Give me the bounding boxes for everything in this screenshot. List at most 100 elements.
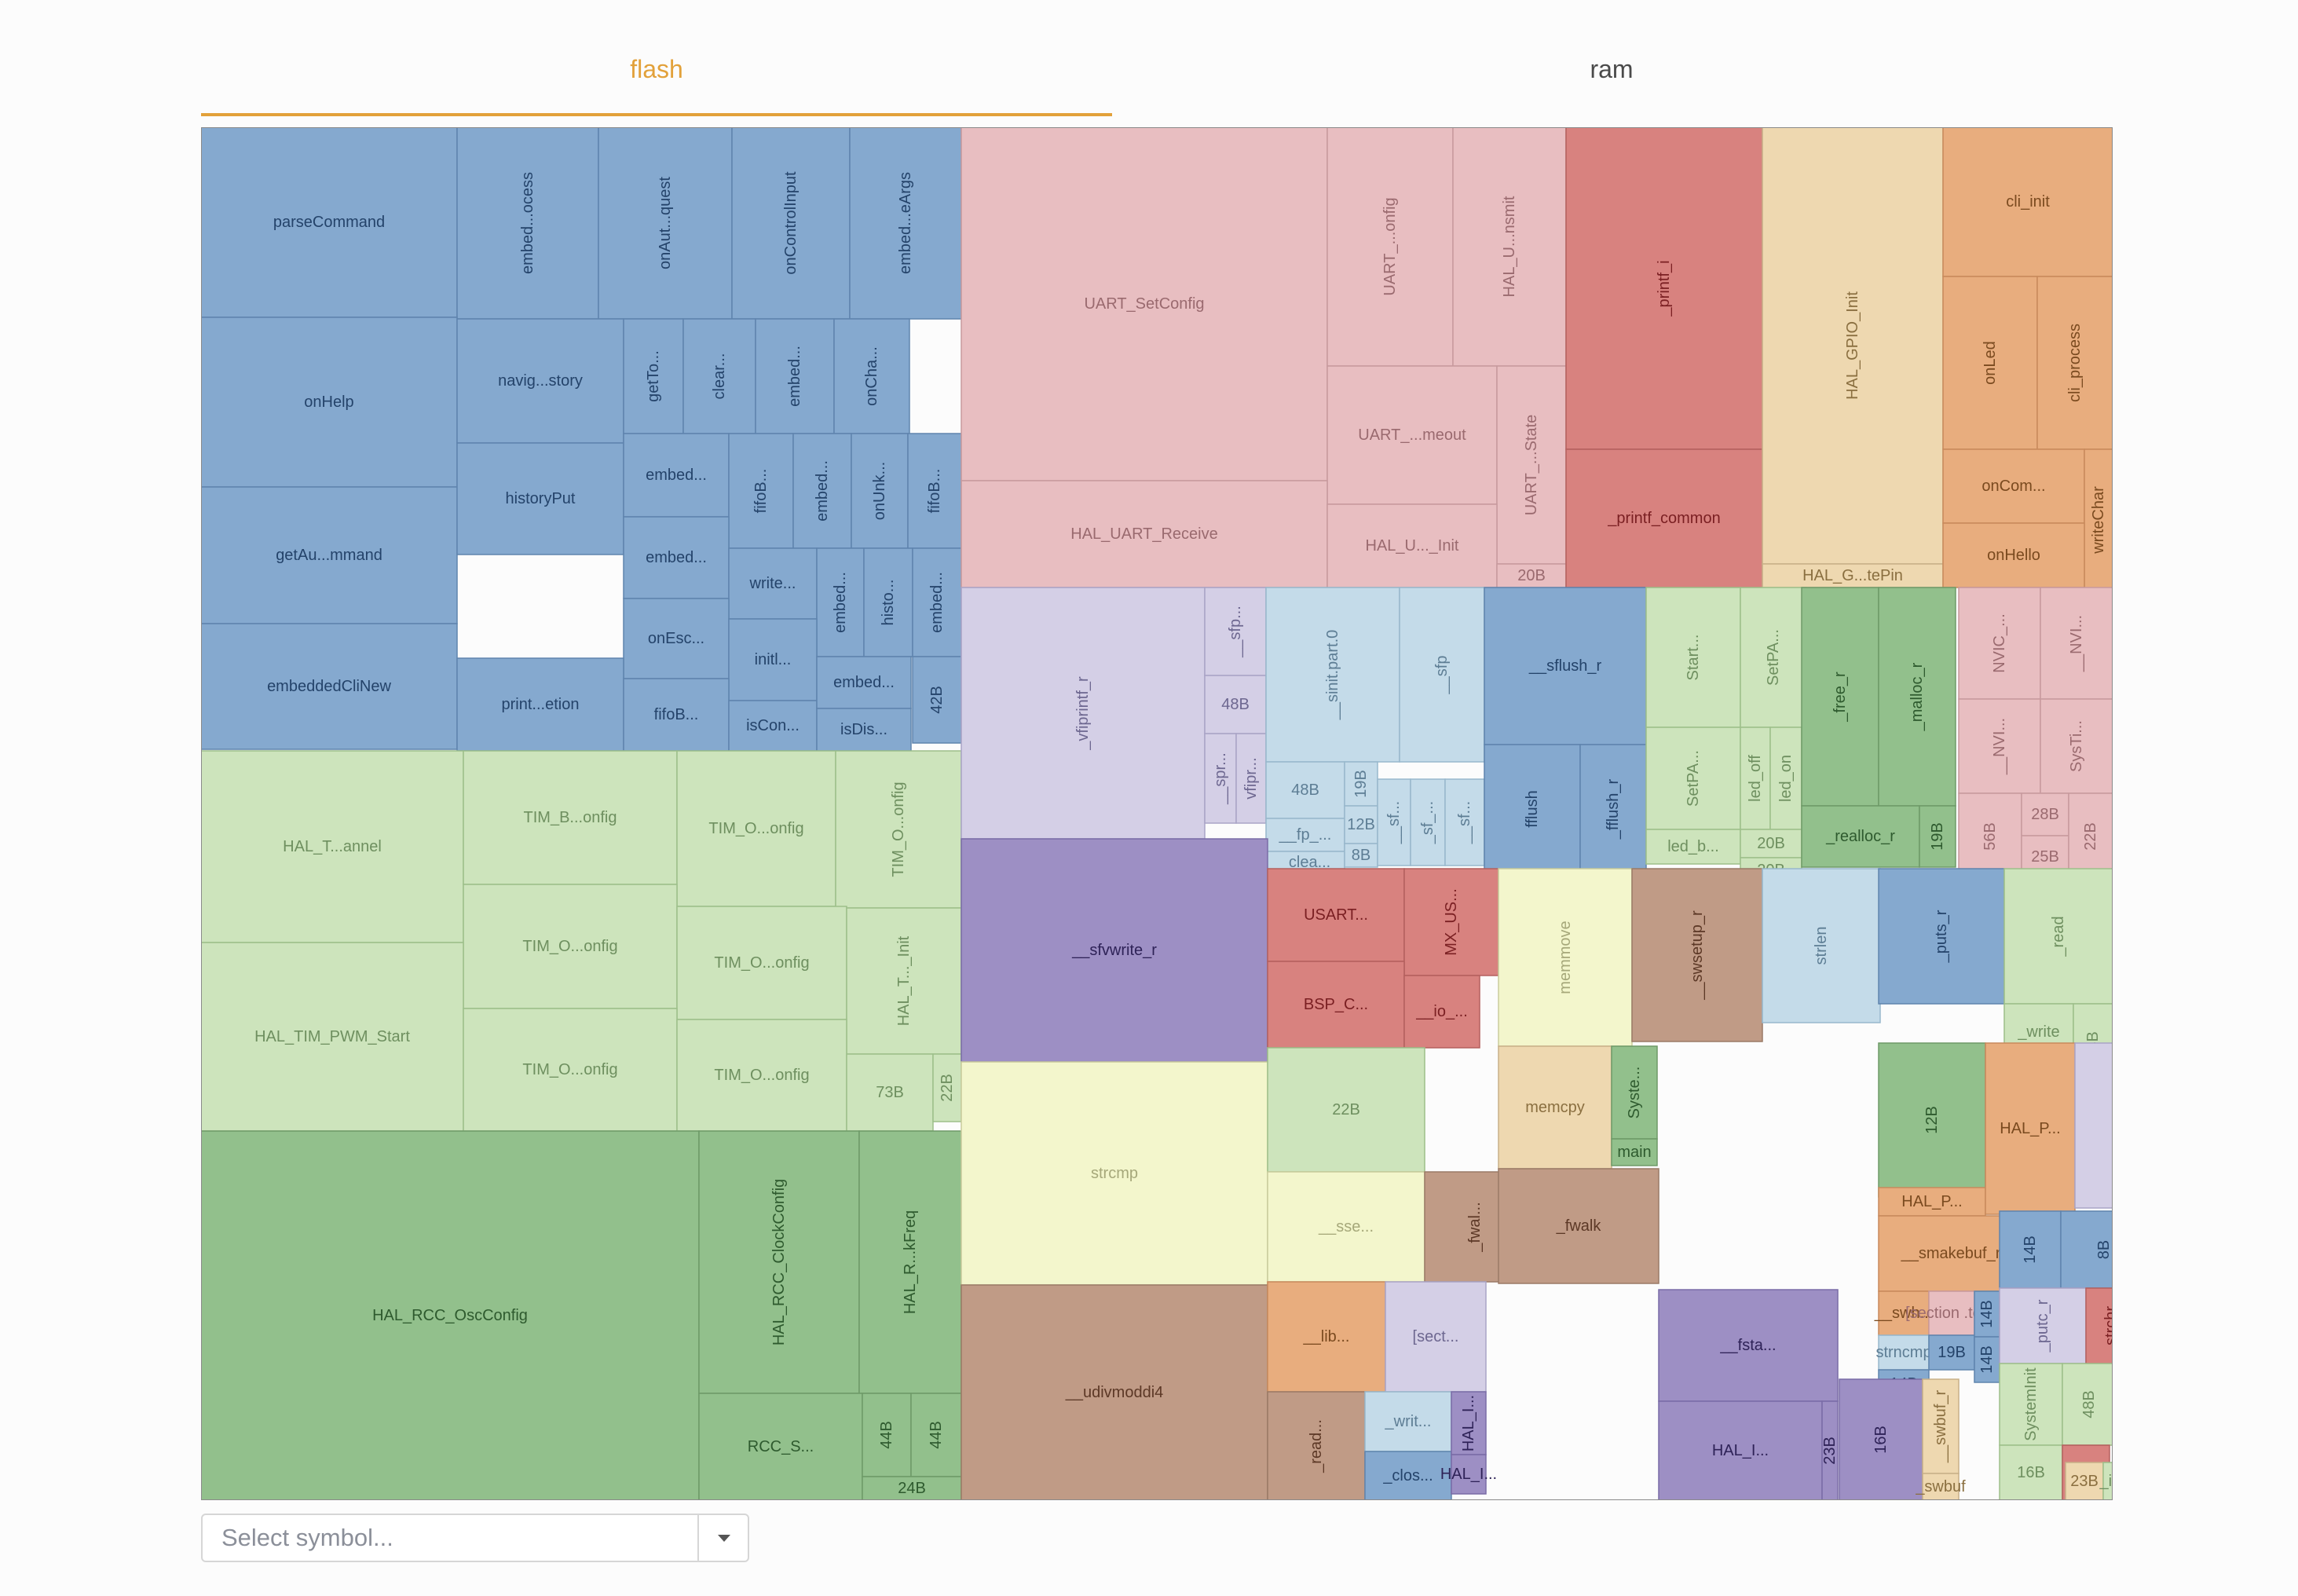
treemap-cell[interactable]: cli_init [1942, 127, 2113, 277]
treemap-cell[interactable]: USART... [1267, 868, 1405, 962]
treemap-rect[interactable] [1762, 868, 1881, 1023]
treemap-cell[interactable]: 14B [1974, 1290, 2000, 1338]
treemap-rect[interactable] [2036, 276, 2113, 450]
treemap-cell[interactable]: __sinit.part.0 [1265, 587, 1400, 763]
treemap-rect[interactable] [1999, 1210, 2062, 1289]
treemap-rect[interactable] [2102, 1462, 2113, 1500]
treemap-rect[interactable] [1498, 868, 1633, 1047]
treemap-cell[interactable]: 28B [2021, 793, 2069, 836]
treemap-cell[interactable]: __swsetup_r [1631, 868, 1763, 1042]
treemap-rect[interactable] [849, 127, 962, 320]
treemap-cell[interactable]: onUnk... [851, 433, 909, 549]
treemap-cell[interactable]: 23B [1821, 1400, 1839, 1500]
treemap-cell[interactable]: led_b... [1645, 829, 1741, 865]
treemap-cell[interactable]: strchr [2085, 1287, 2113, 1364]
treemap-rect[interactable] [1878, 1042, 1986, 1198]
treemap-cell[interactable]: onCha... [833, 318, 910, 434]
treemap-cell[interactable]: _read [2003, 868, 2113, 1005]
treemap-cell[interactable]: __fsta... [1658, 1289, 1839, 1402]
treemap-rect[interactable] [1878, 1187, 1986, 1217]
treemap-cell[interactable]: __spr... [1204, 733, 1237, 824]
treemap-cell[interactable]: 73B [846, 1053, 934, 1132]
treemap-cell[interactable]: memset [2074, 1042, 2113, 1209]
treemap-rect[interactable] [456, 657, 624, 752]
treemap-cell[interactable]: write... [728, 547, 818, 620]
treemap-rect[interactable] [932, 1053, 962, 1122]
treemap-rect[interactable] [1204, 675, 1267, 734]
treemap-cell[interactable]: HAL_U...nsmit [1452, 127, 1567, 367]
treemap-cell[interactable]: __fp_... [1265, 818, 1345, 852]
treemap-cell[interactable]: TIM_O...onfig [835, 750, 962, 909]
treemap-cell[interactable]: HAL_GPIO_Init [1762, 127, 1944, 565]
treemap-cell[interactable]: onHello [1942, 522, 2085, 588]
treemap-cell[interactable]: 56B [1958, 793, 2022, 880]
treemap-cell[interactable]: _fflush_r [1579, 744, 1647, 874]
treemap-cell[interactable]: 22B [932, 1053, 962, 1122]
treemap-rect[interactable] [2065, 1462, 2104, 1500]
treemap-rect[interactable] [1399, 587, 1485, 763]
treemap-cell[interactable]: _printf_common [1565, 448, 1763, 588]
treemap-cell[interactable]: histo... [863, 547, 913, 657]
treemap-rect[interactable] [1658, 1289, 1839, 1402]
treemap-rect[interactable] [1385, 1281, 1487, 1393]
treemap-rect[interactable] [1484, 744, 1581, 874]
treemap-cell[interactable]: 44B [910, 1393, 962, 1477]
treemap-rect[interactable] [1452, 127, 1567, 367]
treemap-cell[interactable]: memcpy [1498, 1045, 1612, 1170]
treemap-cell[interactable]: __sfvwrite_r [961, 838, 1268, 1063]
treemap-cell[interactable]: 19B [1928, 1334, 1975, 1371]
treemap-rect[interactable] [1645, 727, 1741, 830]
treemap-rect[interactable] [1801, 805, 1920, 868]
treemap-rect[interactable] [835, 750, 962, 909]
treemap-cell[interactable]: __sflush_r [1484, 587, 1647, 745]
treemap-rect[interactable] [816, 656, 912, 709]
treemap-cell[interactable]: UART_...onfig [1326, 127, 1454, 367]
treemap-cell[interactable]: Syste... [1611, 1045, 1658, 1140]
treemap-cell[interactable]: strncmp [1875, 1334, 1932, 1371]
treemap-cell[interactable]: 24B [862, 1476, 962, 1500]
treemap-cell[interactable]: embed...eArgs [849, 127, 962, 320]
treemap-rect[interactable] [1762, 127, 1944, 565]
treemap-rect[interactable] [1344, 761, 1378, 807]
treemap-cell[interactable]: onEsc... [623, 598, 730, 679]
treemap-cell[interactable]: __swbuf_r [1922, 1378, 1960, 1474]
treemap-cell[interactable]: __NVI... [2040, 587, 2113, 700]
treemap-cell[interactable]: 42B [912, 656, 962, 744]
treemap-cell[interactable]: HAL_G...tePin [1762, 563, 1944, 588]
treemap-cell[interactable]: SystemInit [1999, 1363, 2063, 1446]
treemap-rect[interactable] [846, 907, 962, 1055]
treemap-rect[interactable] [1958, 698, 2041, 794]
treemap-cell[interactable]: embed... [792, 433, 852, 549]
treemap-rect[interactable] [201, 623, 458, 750]
treemap-rect[interactable] [676, 750, 836, 907]
treemap-cell[interactable]: 22B [1267, 1047, 1425, 1173]
treemap-rect[interactable] [961, 838, 1268, 1063]
treemap-rect[interactable] [1958, 793, 2022, 880]
treemap-cell[interactable]: embed... [816, 656, 912, 709]
treemap-cell[interactable]: TIM_O...onfig [676, 750, 836, 907]
treemap-rect[interactable] [1344, 843, 1378, 868]
treemap-cell[interactable]: __sfp... [1204, 587, 1267, 676]
treemap-cell[interactable]: __sfp [1399, 587, 1485, 763]
treemap-rect[interactable] [2003, 868, 2113, 1005]
treemap-cell[interactable]: 44B [862, 1393, 912, 1477]
treemap-rect[interactable] [728, 433, 794, 549]
treemap-rect[interactable] [1267, 961, 1405, 1049]
treemap-rect[interactable] [698, 1393, 863, 1500]
treemap-rect[interactable] [1326, 365, 1498, 505]
treemap-rect[interactable] [2060, 1210, 2113, 1289]
treemap-cell[interactable]: onLed [1942, 276, 2038, 450]
treemap-rect[interactable] [1267, 1171, 1425, 1283]
treemap-cell[interactable]: cli_process [2036, 276, 2113, 450]
treemap-cell[interactable]: 16B [1999, 1444, 2063, 1500]
treemap-cell[interactable]: _swbuf [1915, 1473, 1966, 1500]
treemap-rect[interactable] [2068, 793, 2113, 880]
treemap-rect[interactable] [1265, 587, 1400, 763]
treemap-cell[interactable]: HAL_T..._Init [846, 907, 962, 1055]
treemap-rect[interactable] [961, 480, 1328, 588]
memory-treemap[interactable]: parseCommand embed...ocess onAut...quest on… [201, 127, 2113, 1500]
treemap-cell[interactable]: HAL_I... [1451, 1391, 1487, 1455]
treemap-rect[interactable] [1878, 1290, 1930, 1336]
treemap-cell[interactable]: fifoB... [907, 433, 962, 549]
treemap-rect[interactable] [2084, 448, 2113, 591]
